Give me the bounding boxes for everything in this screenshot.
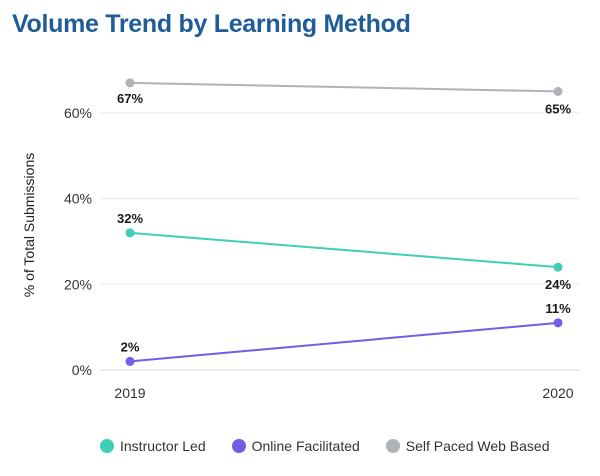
data-label-instructor-led-2019: 32%: [117, 211, 143, 226]
data-point-instructor-led-2019[interactable]: [125, 228, 135, 238]
legend-swatch-online-facilitated: [231, 439, 246, 453]
chart-title: Volume Trend by Learning Method: [12, 10, 411, 38]
x-tick-2019: 2019: [114, 385, 145, 401]
y-axis-label: % of Total Submissions: [21, 153, 37, 297]
legend: Instructor Led Online Facilitated Self P…: [100, 438, 550, 454]
grid-lines: [100, 112, 580, 285]
data-point-online-facilitated-2020[interactable]: [553, 318, 563, 328]
data-label-self-paced-web-based-2020: 65%: [545, 101, 571, 116]
series-line-self-paced-web-based: [129, 81, 559, 93]
data-label-self-paced-web-based-2019: 67%: [117, 91, 143, 106]
legend-label-self-paced-web-based: Self Paced Web Based: [405, 438, 550, 454]
legend-swatch-self-paced-web-based: [385, 439, 400, 453]
y-tick-0: 0%: [72, 362, 92, 378]
legend-label-instructor-led: Instructor Led: [120, 438, 206, 454]
legend-item-online-facilitated[interactable]: Online Facilitated: [231, 438, 360, 454]
legend-item-self-paced-web-based[interactable]: Self Paced Web Based: [385, 438, 550, 454]
x-tick-2020: 2020: [542, 385, 573, 401]
data-label-instructor-led-2020: 24%: [545, 277, 571, 292]
x-axis-ticks: 2019 2020: [114, 385, 573, 401]
y-axis-ticks: 0% 20% 40% 60%: [64, 105, 92, 378]
legend-item-instructor-led[interactable]: Instructor Led: [100, 438, 206, 454]
data-point-self-paced-web-based-2020[interactable]: [553, 86, 563, 96]
legend-label-online-facilitated: Online Facilitated: [251, 438, 360, 454]
data-label-online-facilitated-2020: 11%: [545, 301, 571, 316]
series-line-instructor-led: [129, 231, 559, 269]
data-point-instructor-led-2020[interactable]: [553, 262, 563, 272]
y-tick-3: 60%: [64, 105, 92, 121]
data-point-self-paced-web-based-2019[interactable]: [125, 78, 135, 88]
y-tick-2: 40%: [64, 191, 92, 207]
data-label-online-facilitated-2019: 2%: [121, 339, 140, 354]
legend-swatch-instructor-led: [100, 439, 114, 453]
data-point-online-facilitated-2019[interactable]: [125, 356, 135, 366]
series-group: 32% 24% 2% 11% 67% 65%: [117, 78, 571, 366]
y-tick-1: 20%: [64, 276, 92, 292]
series-line-online-facilitated: [129, 321, 559, 363]
